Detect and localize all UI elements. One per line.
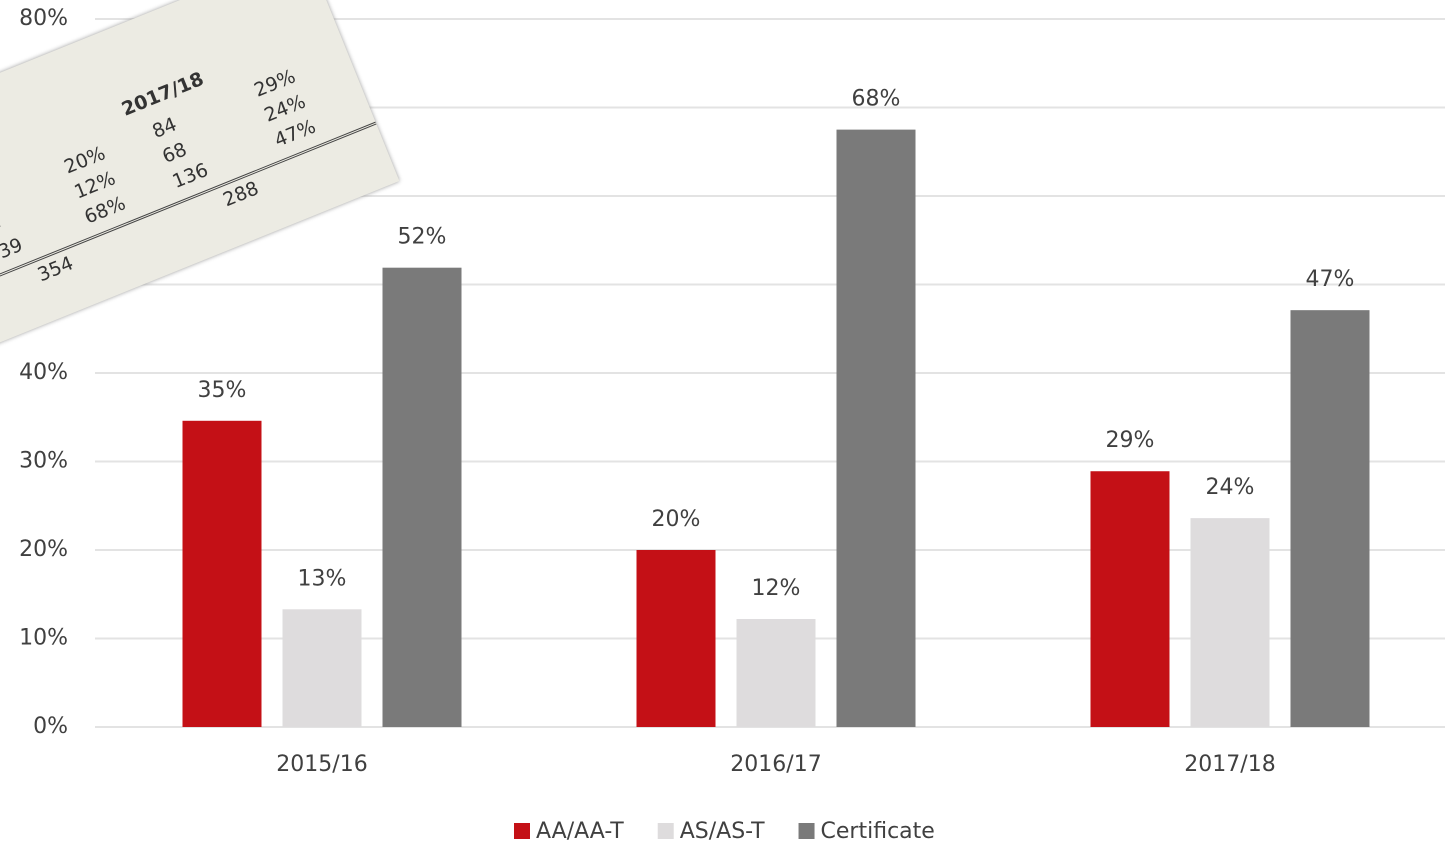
x-tick-label: 2015/16 <box>276 752 367 777</box>
legend-swatch <box>514 823 530 839</box>
y-tick-label: 80% <box>19 6 68 31</box>
data-label: 35% <box>198 378 247 403</box>
data-label: 20% <box>652 507 701 532</box>
page: {"chart_data": {"type": "bar", "categori… <box>0 0 1445 847</box>
bar <box>183 421 262 727</box>
bar <box>1191 518 1270 727</box>
overlay-text: 239 <box>0 234 26 268</box>
data-label: 52% <box>398 225 447 250</box>
y-tick-label: 30% <box>19 449 68 474</box>
data-label: 29% <box>1106 428 1155 453</box>
legend-swatch <box>799 823 815 839</box>
overlay-text: 84 <box>149 113 180 142</box>
data-label: 47% <box>1306 267 1355 292</box>
bar <box>1291 310 1370 727</box>
legend-label: AS/AS-T <box>680 819 765 844</box>
bar <box>637 550 716 727</box>
legend-label: Certificate <box>821 819 935 844</box>
data-label: 12% <box>752 576 801 601</box>
legend-swatch <box>658 823 674 839</box>
bar <box>1091 471 1170 727</box>
legend-label: AA/AA-T <box>536 819 624 844</box>
overlay-text: 2017/18 <box>119 68 207 121</box>
y-tick-label: 10% <box>19 626 68 651</box>
bar <box>737 619 816 727</box>
overlay-text: 68 <box>159 138 190 167</box>
y-tick-label: 0% <box>33 714 68 739</box>
y-tick-label: 40% <box>19 360 68 385</box>
bar <box>383 268 462 727</box>
x-tick-label: 2017/18 <box>1184 752 1275 777</box>
data-label: 13% <box>298 566 347 591</box>
x-tick-label: 2016/17 <box>730 752 821 777</box>
bar <box>837 130 916 727</box>
bar <box>283 609 362 727</box>
data-label: 24% <box>1206 475 1255 500</box>
y-tick-label: 20% <box>19 537 68 562</box>
data-label: 68% <box>852 87 901 112</box>
